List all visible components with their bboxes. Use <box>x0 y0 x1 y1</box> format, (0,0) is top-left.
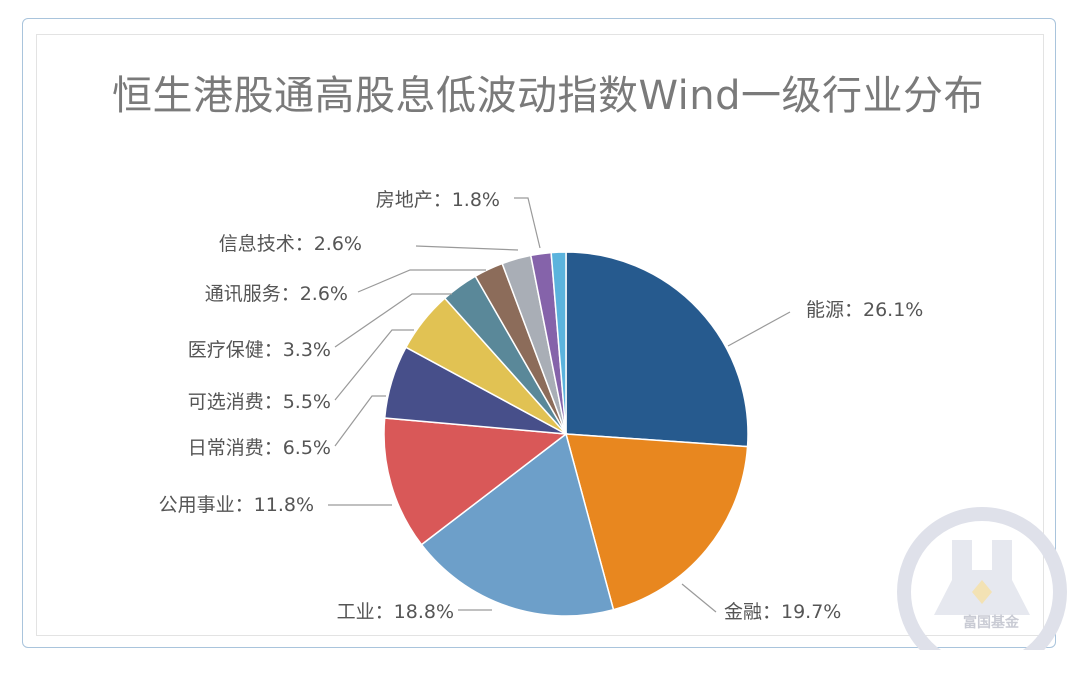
slice-label-3: 公用事业：11.8% <box>159 494 314 516</box>
pie-slice-0 <box>565 251 749 448</box>
leader-line-9 <box>514 197 541 249</box>
slice-labels: 能源：26.1% 金融：19.7% 工业：18.8% 公用事业：11.8% 日常消费：6… <box>159 189 924 623</box>
chart-title: 恒生港股通高股息低波动指数Wind一级行业分布 <box>112 73 985 119</box>
slice-label-4: 日常消费：6.5% <box>188 437 331 459</box>
leader-line-5 <box>334 329 414 401</box>
leader-line-1 <box>681 583 717 613</box>
slice-label-2: 工业：18.8% <box>337 601 454 623</box>
slice-label-7: 通讯服务：2.6% <box>205 283 348 305</box>
pie-slice-2 <box>420 432 615 617</box>
slice-label-0: 能源：26.1% <box>806 299 923 321</box>
pie-slices <box>383 251 749 617</box>
watermark-logo-icon <box>897 507 1067 650</box>
slice-label-8: 信息技术：2.6% <box>219 233 362 255</box>
slice-label-9: 房地产：1.8% <box>376 189 500 211</box>
slice-label-1: 金融：19.7% <box>724 601 841 623</box>
leader-line-6 <box>334 293 452 348</box>
leader-line-4 <box>334 395 386 447</box>
slice-label-5: 可选消费：5.5% <box>188 391 331 413</box>
pie-slice-1 <box>565 433 749 611</box>
leader-line-8 <box>415 245 519 251</box>
leader-line-7 <box>357 269 486 293</box>
watermark-text: 富国基金 <box>963 615 1019 631</box>
pie-slice-3 <box>383 417 568 546</box>
leader-lines <box>328 197 791 613</box>
slice-label-6: 医疗保健：3.3% <box>188 339 331 361</box>
leader-line-0 <box>727 311 791 347</box>
pie-slice-10 <box>550 251 567 435</box>
